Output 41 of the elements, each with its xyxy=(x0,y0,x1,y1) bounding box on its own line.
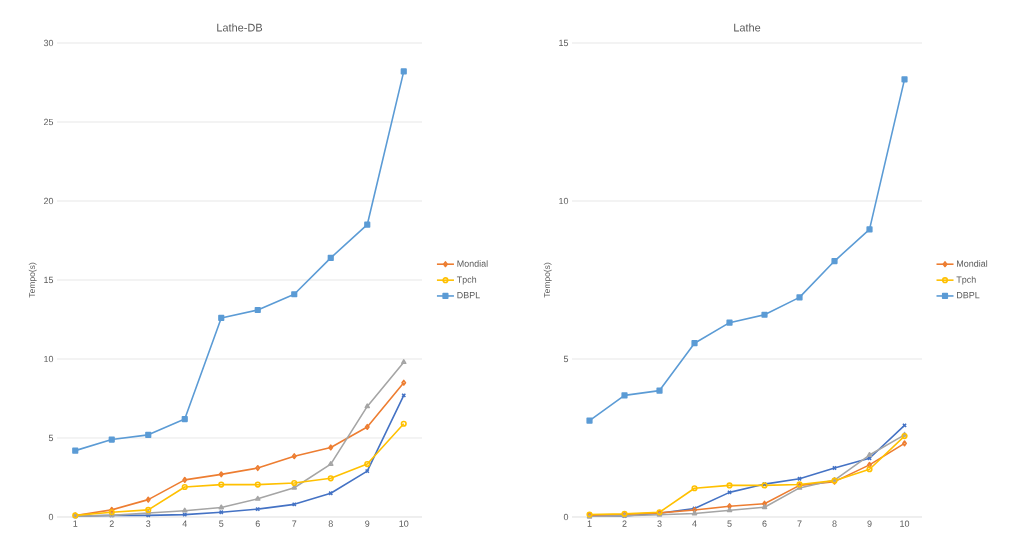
chart-title: Lathe xyxy=(734,23,761,32)
x-tick-label: 2 xyxy=(109,520,114,527)
x-tick-label: 4 xyxy=(182,520,187,527)
x-tick-label: 10 xyxy=(900,520,910,527)
legend-label: DBPL xyxy=(457,292,480,299)
x-tick-label: 7 xyxy=(292,520,297,527)
y-tick-label: 20 xyxy=(43,197,54,205)
y-tick-label: 15 xyxy=(44,276,54,284)
y-tick-label: 0 xyxy=(563,513,569,521)
y-tick-label: 10 xyxy=(559,197,569,205)
legend-label: Mondial xyxy=(457,260,488,267)
legend-label: Mondial xyxy=(957,260,988,267)
x-tick-label: 4 xyxy=(692,520,697,527)
y-tick-label: 5 xyxy=(48,434,54,442)
x-tick-label: 1 xyxy=(73,520,78,527)
y-axis-title: Tempo(s) xyxy=(28,262,37,298)
x-tick-label: 9 xyxy=(365,520,370,527)
y-tick-label: 25 xyxy=(43,118,54,126)
y-tick-label: 0 xyxy=(48,513,54,521)
x-tick-label: 8 xyxy=(832,520,837,527)
x-tick-label: 3 xyxy=(657,520,662,527)
x-tick-label: 1 xyxy=(587,520,592,527)
x-tick-label: 9 xyxy=(867,520,872,527)
x-tick-label: 6 xyxy=(762,520,767,527)
chart-title: Lathe-DB xyxy=(217,23,263,32)
x-tick-label: 10 xyxy=(399,520,409,527)
x-tick-label: 8 xyxy=(328,520,333,527)
x-tick-label: 5 xyxy=(219,520,224,527)
y-tick-label: 10 xyxy=(44,355,54,363)
x-tick-label: 3 xyxy=(146,520,151,527)
x-tick-label: 2 xyxy=(622,520,627,527)
y-tick-label: 5 xyxy=(563,355,569,363)
y-axis-title: Tempo(s) xyxy=(543,262,552,298)
legend-label: Tpch xyxy=(956,276,976,285)
legend-label: DBPL xyxy=(957,292,980,299)
x-tick-label: 7 xyxy=(797,520,802,527)
legend-label: Tpch xyxy=(456,276,477,285)
y-tick-label: 30 xyxy=(43,39,54,47)
y-tick-label: 15 xyxy=(559,39,569,47)
x-tick-label: 5 xyxy=(727,520,732,527)
x-tick-label: 6 xyxy=(255,520,260,527)
